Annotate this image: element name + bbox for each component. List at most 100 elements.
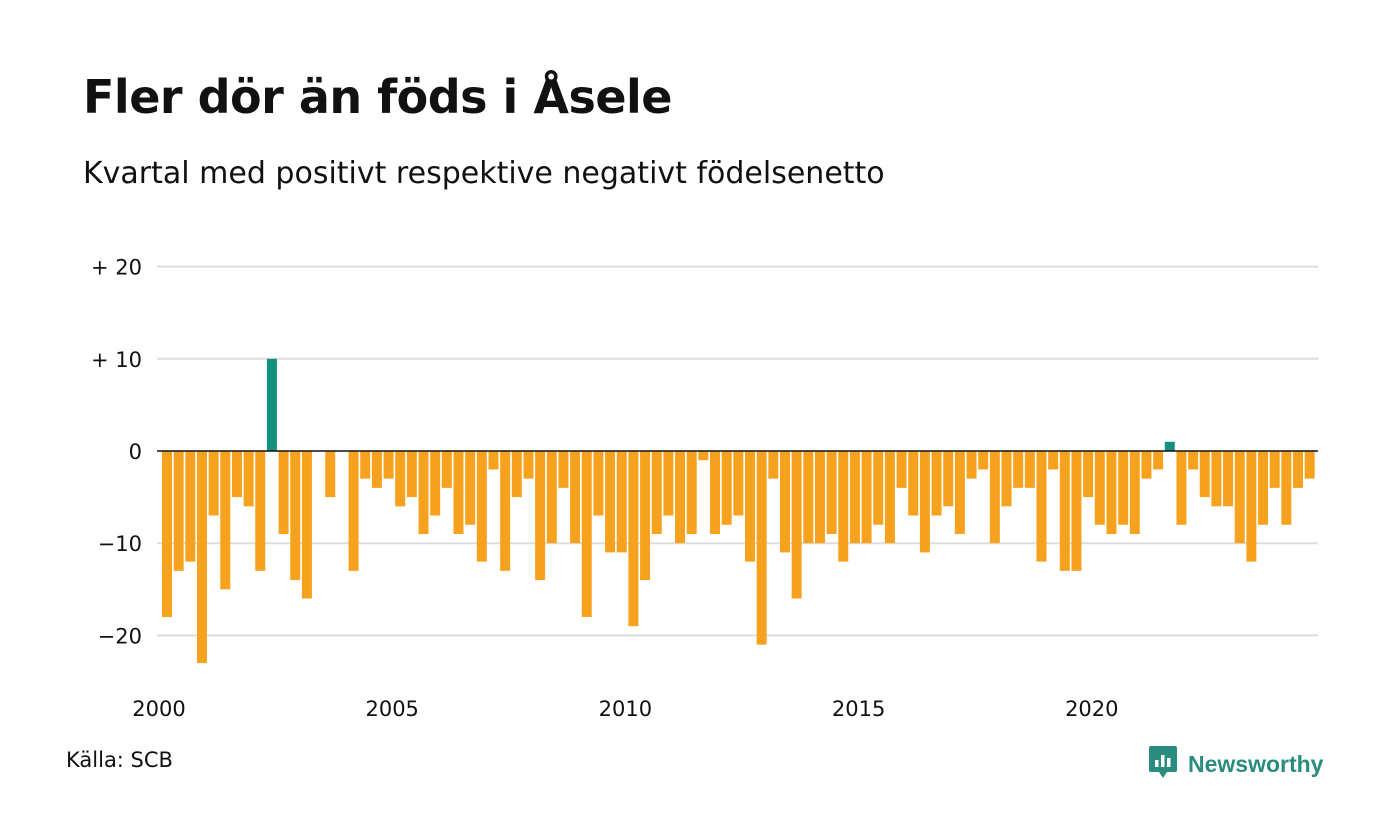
- bar-negative: [803, 451, 814, 544]
- newsworthy-logo: Newsworthy: [1148, 744, 1323, 784]
- bar-negative: [768, 451, 779, 479]
- bar-negative: [873, 451, 884, 525]
- bar-negative: [1176, 451, 1187, 525]
- bar-negative: [523, 451, 534, 479]
- bar-negative: [1001, 451, 1012, 507]
- bar-negative: [1211, 451, 1222, 507]
- bar-negative: [418, 451, 429, 534]
- bar-negative: [989, 451, 1000, 544]
- bar-negative: [476, 451, 487, 562]
- bar-negative: [651, 451, 662, 534]
- bar-negative: [208, 451, 219, 516]
- bar-negative: [1281, 451, 1292, 525]
- bar-negative: [756, 451, 767, 645]
- bar-negative: [1083, 451, 1094, 498]
- bar-negative: [931, 451, 942, 516]
- source-note: Källa: SCB: [66, 748, 173, 772]
- bar-negative: [301, 451, 312, 599]
- bars: [162, 358, 1315, 664]
- bar-negative: [779, 451, 790, 553]
- x-tick-label: 2010: [599, 697, 652, 721]
- bar-negative: [1141, 451, 1152, 479]
- bar-negative: [1258, 451, 1269, 525]
- x-tick-label: 2000: [132, 697, 185, 721]
- bar-negative: [1048, 451, 1059, 470]
- bar-negative: [733, 451, 744, 516]
- bar-negative: [1199, 451, 1210, 498]
- bar-negative: [628, 451, 639, 627]
- bar-negative: [1059, 451, 1070, 571]
- chart-title: Fler dör än föds i Åsele: [83, 70, 673, 124]
- bar-negative: [511, 451, 522, 498]
- bar-negative: [278, 451, 289, 534]
- newsworthy-icon: [1148, 744, 1178, 784]
- bar-negative: [290, 451, 301, 581]
- x-tick-label: 2005: [365, 697, 418, 721]
- bar-negative: [360, 451, 371, 479]
- bar-negative: [698, 451, 709, 461]
- bar-negative: [966, 451, 977, 479]
- bar-negative: [721, 451, 732, 525]
- bar-negative: [243, 451, 254, 507]
- bar-negative: [838, 451, 849, 562]
- bar-chart: + 20 + 10 0 −10 −20 2000 2005 2010 2015 2020: [91, 256, 1318, 721]
- bar-negative: [605, 451, 616, 553]
- bar-negative: [710, 451, 721, 534]
- bar-negative: [500, 451, 511, 571]
- bar-negative: [1304, 451, 1315, 479]
- bar-negative: [1188, 451, 1199, 470]
- bar-negative: [173, 451, 184, 571]
- bar-negative: [441, 451, 452, 488]
- bar-negative: [558, 451, 569, 488]
- bar-negative: [325, 451, 336, 498]
- bar-negative: [675, 451, 686, 544]
- x-tick-label: 2015: [832, 697, 885, 721]
- y-tick-label: −20: [98, 624, 142, 648]
- y-axis-ticks: + 20 + 10 0 −10 −20: [91, 256, 142, 649]
- bar-negative: [581, 451, 592, 617]
- x-axis-ticks: 2000 2005 2010 2015 2020: [132, 697, 1118, 721]
- bar-negative: [395, 451, 406, 507]
- bar-negative: [791, 451, 802, 599]
- bar-negative: [1094, 451, 1105, 525]
- bar-positive: [266, 358, 277, 451]
- bar-negative: [640, 451, 651, 581]
- grid-lines: [157, 265, 1318, 637]
- bar-negative: [814, 451, 825, 544]
- bar-negative: [826, 451, 837, 534]
- bar-negative: [196, 451, 207, 664]
- bar-negative: [162, 451, 172, 617]
- bar-negative: [1024, 451, 1035, 488]
- chart-subtitle: Kvartal med positivt respektive negativt…: [83, 156, 885, 191]
- bar-negative: [978, 451, 989, 470]
- y-tick-label: 0: [129, 440, 142, 464]
- bar-negative: [570, 451, 581, 544]
- bar-negative: [535, 451, 546, 581]
- bar-negative: [465, 451, 476, 525]
- bar-negative: [546, 451, 557, 544]
- bar-negative: [663, 451, 674, 516]
- bar-negative: [371, 451, 382, 488]
- bar-negative: [220, 451, 231, 590]
- bar-negative: [686, 451, 697, 534]
- bar-negative: [593, 451, 604, 516]
- bar-negative: [255, 451, 266, 571]
- bar-negative: [348, 451, 359, 571]
- bar-negative: [745, 451, 755, 562]
- bar-negative: [884, 451, 895, 544]
- bar-negative: [406, 451, 417, 498]
- bar-negative: [861, 451, 872, 544]
- y-tick-label: + 20: [91, 256, 142, 280]
- bar-negative: [1223, 451, 1234, 507]
- bar-negative: [1234, 451, 1245, 544]
- bar-negative: [1106, 451, 1117, 534]
- bar-negative: [1246, 451, 1257, 562]
- bar-negative: [430, 451, 441, 516]
- bar-negative: [919, 451, 930, 553]
- bar-negative: [453, 451, 464, 534]
- bar-negative: [1269, 451, 1280, 488]
- bar-negative: [1129, 451, 1140, 534]
- y-tick-label: + 10: [91, 348, 142, 372]
- bar-negative: [616, 451, 627, 553]
- brand-name: Newsworthy: [1188, 750, 1324, 777]
